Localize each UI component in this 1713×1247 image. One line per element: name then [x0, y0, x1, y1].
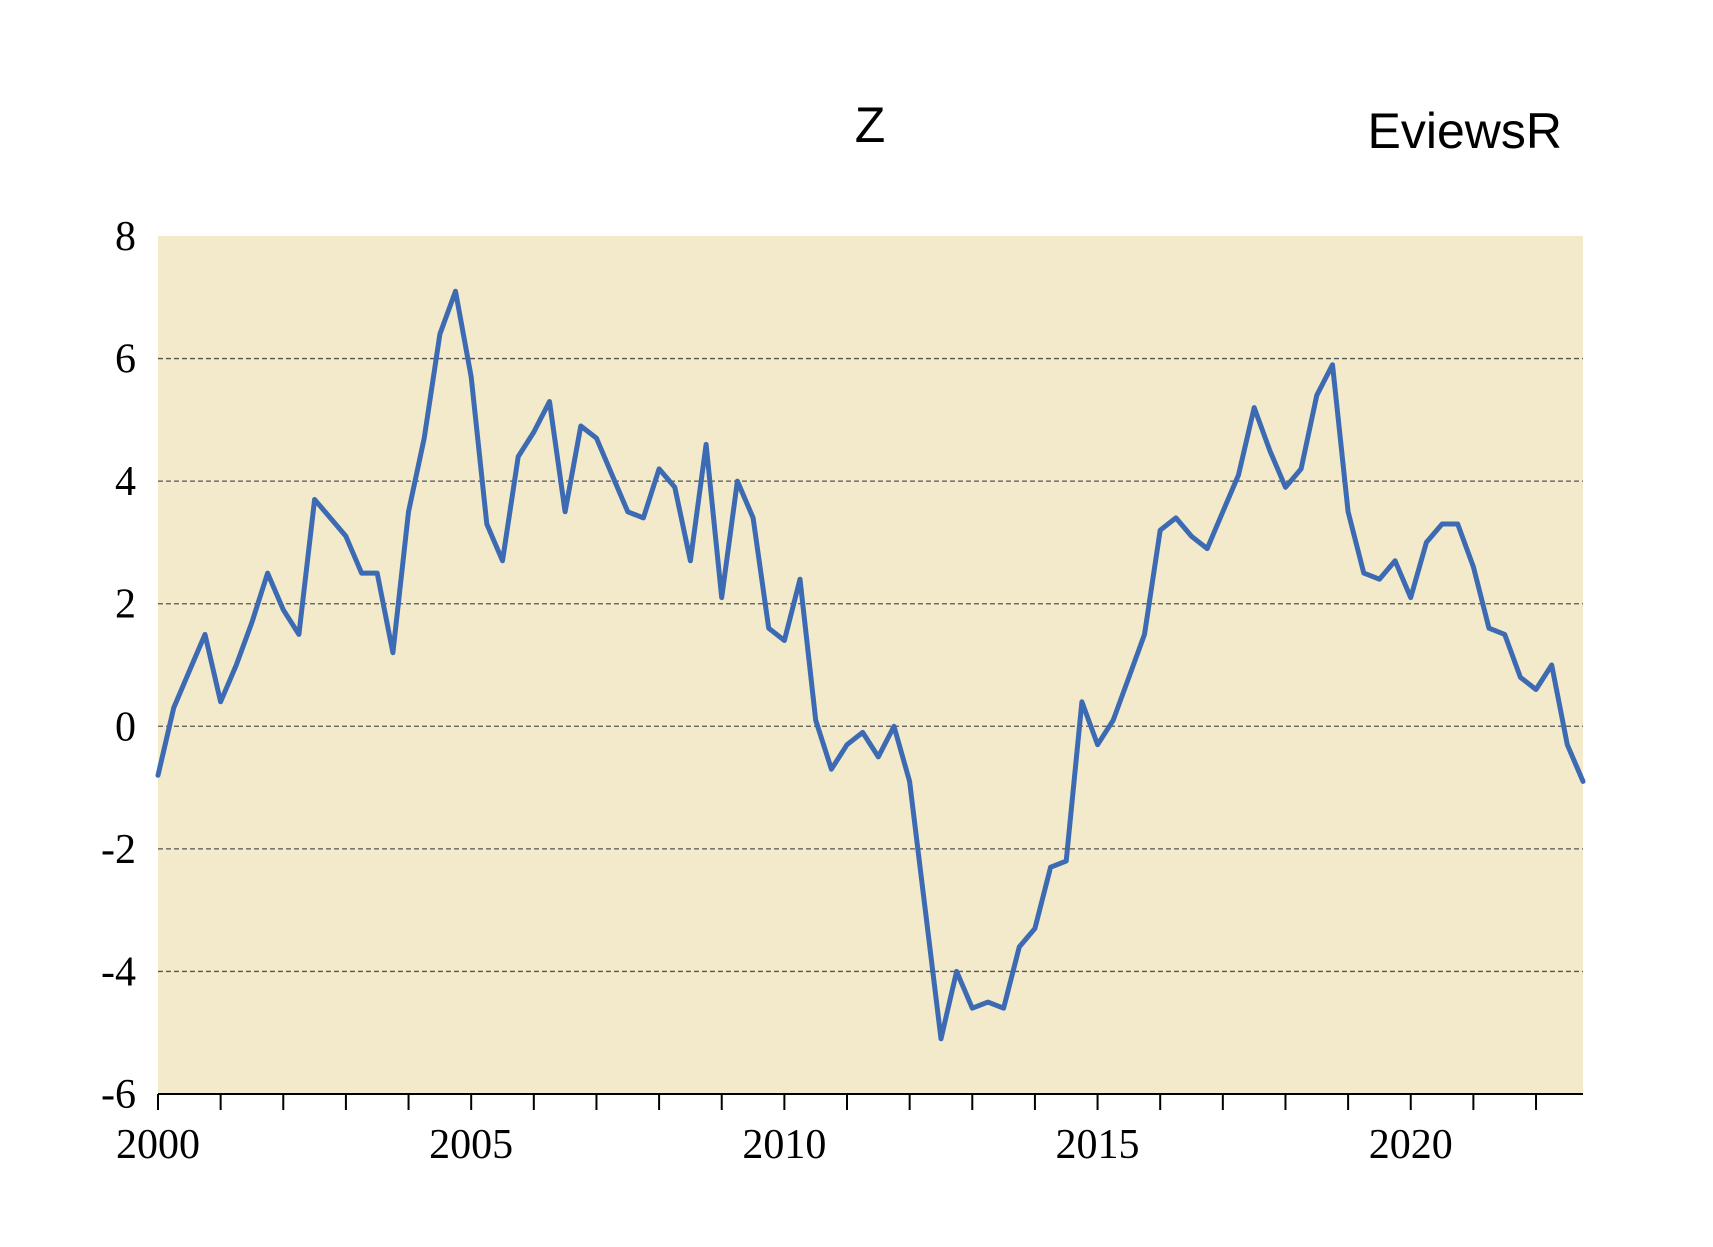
watermark-label: EviewsR [1368, 103, 1562, 159]
y-tick-label: -2 [101, 827, 136, 873]
chart-title: Z [855, 97, 886, 153]
x-tick-label: 2005 [429, 1122, 513, 1168]
series-layer [155, 288, 1586, 1042]
series-line-0 [155, 288, 1586, 1042]
x-tick-label: 2015 [1056, 1122, 1140, 1168]
x-tick-label: 2010 [742, 1122, 826, 1168]
x-tick-label: 2000 [116, 1122, 200, 1168]
x-tick-label: 2020 [1369, 1122, 1453, 1168]
y-tick-label: 0 [115, 704, 136, 750]
y-tick-label: 6 [115, 337, 136, 383]
plot-area [158, 236, 1583, 1094]
y-tick-label: 4 [115, 459, 136, 505]
y-tick-label: -4 [101, 949, 136, 995]
y-tick-label: 8 [115, 214, 136, 260]
y-tick-label: -6 [101, 1072, 136, 1118]
y-tick-label: 2 [115, 582, 136, 628]
